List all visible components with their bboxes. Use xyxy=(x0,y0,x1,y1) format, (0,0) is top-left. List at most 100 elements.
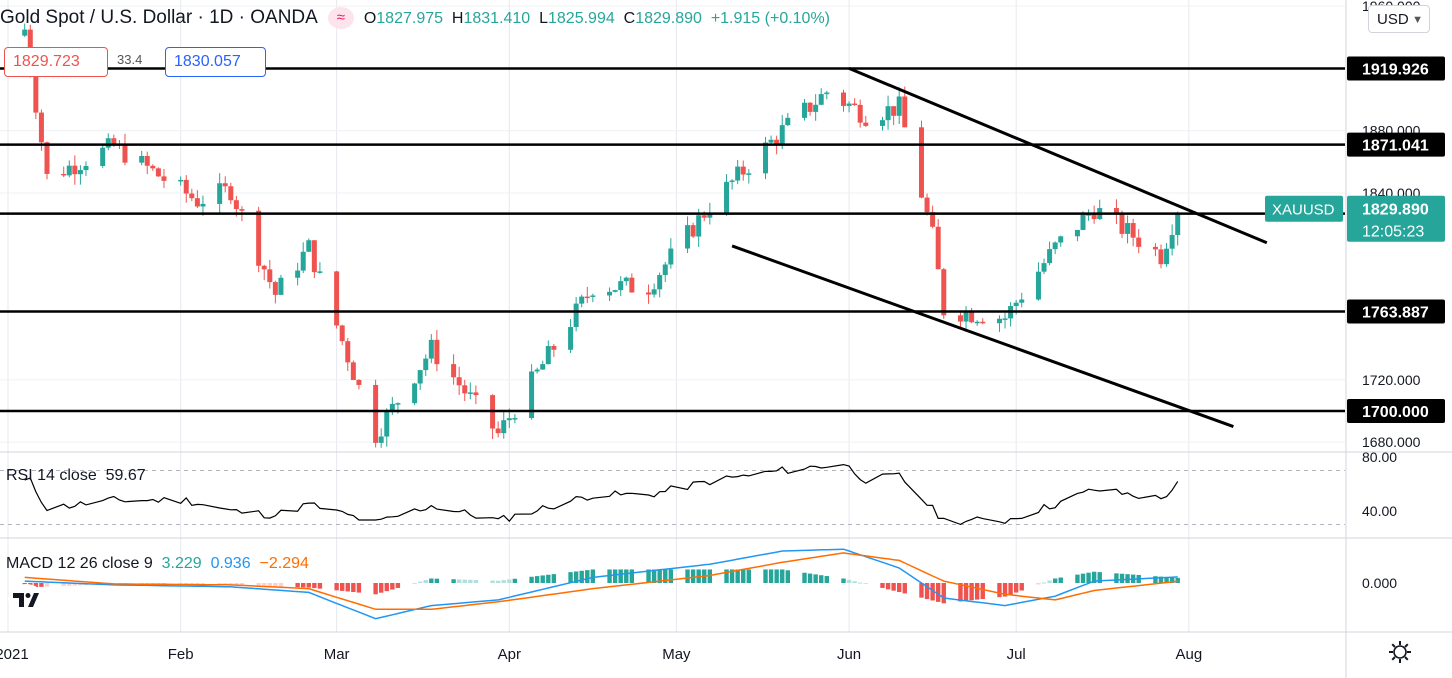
macd-histogram-bar xyxy=(1036,583,1041,585)
macd-histogram-bar xyxy=(512,578,518,583)
symbol-title[interactable]: Gold Spot / U.S. Dollar · 1D · OANDA xyxy=(0,7,318,29)
candle-body xyxy=(233,200,239,210)
candle-body xyxy=(534,369,540,372)
candle-body xyxy=(1047,249,1053,264)
candle-body xyxy=(746,173,752,175)
candle-body xyxy=(256,210,262,266)
low-label: L xyxy=(539,10,548,28)
macd-histogram-bar xyxy=(417,581,423,583)
macd-histogram-bar xyxy=(785,570,790,583)
tradingview-logo[interactable] xyxy=(8,584,44,614)
macd-histogram-bar xyxy=(974,583,980,600)
macd-histogram-bar xyxy=(451,579,456,583)
currency-selector[interactable]: USD ▼ xyxy=(1368,5,1430,33)
sell-price-button[interactable]: 1829.723 xyxy=(4,47,108,77)
macd-histogram-bar xyxy=(351,583,356,593)
candle-body xyxy=(957,315,963,322)
buy-price-button[interactable]: 1830.057 xyxy=(165,47,266,77)
candle-body xyxy=(774,139,780,145)
rsi-label: RSI 14 close xyxy=(6,467,97,484)
wave-icon[interactable]: ≈ xyxy=(327,7,354,29)
candle-body xyxy=(802,102,808,118)
candle-body xyxy=(863,122,869,126)
support-resistance-lines[interactable] xyxy=(0,67,1345,413)
candle-body xyxy=(1113,208,1119,214)
candle-body xyxy=(545,346,551,365)
candle-body xyxy=(740,166,746,175)
macd-histogram-bar xyxy=(395,583,401,588)
macd-histogram-bar xyxy=(1158,576,1164,583)
candle-body xyxy=(300,251,306,271)
candle-body xyxy=(183,179,189,194)
candle-body xyxy=(317,271,323,273)
candle-body xyxy=(311,240,317,273)
candle-body xyxy=(462,385,468,394)
macd-histogram-bar xyxy=(295,583,300,588)
level-label: 1700.000 xyxy=(1362,404,1429,421)
candle-body xyxy=(818,94,824,105)
time-tick-label: 2021 xyxy=(0,646,29,663)
macd-histogram-bar xyxy=(763,569,768,583)
candle-body xyxy=(941,269,947,316)
rsi-legend[interactable]: RSI 14 close 59.67 xyxy=(6,467,146,485)
channel-line xyxy=(848,66,1268,245)
level-label: 1763.887 xyxy=(1362,304,1429,321)
macd-legend[interactable]: MACD 12 26 close 9 3.229 0.936 −2.294 xyxy=(6,555,309,573)
macd-histogram-bar xyxy=(618,569,623,583)
time-tick-label: Jun xyxy=(837,646,861,663)
candle-body xyxy=(161,176,167,181)
candle-body xyxy=(1041,263,1047,272)
macd-histogram-bar xyxy=(1114,573,1119,583)
macd-histogram-bar xyxy=(301,583,306,588)
macd-label: MACD 12 26 close 9 xyxy=(6,555,153,572)
macd-histogram-bar xyxy=(551,574,557,583)
rsi-line xyxy=(24,463,1179,526)
candle-body xyxy=(573,303,579,328)
macd-histogram-bar xyxy=(880,583,885,588)
candle-body xyxy=(428,339,434,359)
candle-body xyxy=(785,117,791,126)
time-tick-label: Aug xyxy=(1175,646,1202,663)
macd-histogram-bar xyxy=(473,579,479,583)
candle-body xyxy=(1130,223,1136,238)
current-symbol-box xyxy=(1265,195,1343,222)
settings-gear-icon[interactable] xyxy=(1386,638,1414,666)
candle-body xyxy=(44,142,50,174)
macd-histogram-bar xyxy=(958,583,963,602)
macd-histogram-bar xyxy=(1164,577,1169,583)
candle-body xyxy=(668,248,674,265)
open-label: O xyxy=(363,10,377,28)
time-tick-label: Jul xyxy=(1007,646,1026,663)
macd-histogram-bar xyxy=(980,583,985,599)
time-tick-label: Mar xyxy=(324,646,350,663)
level-label-box xyxy=(1347,399,1445,423)
candle-body xyxy=(623,277,629,282)
candle-body xyxy=(77,170,83,175)
candle-body xyxy=(267,269,273,283)
price-axis: 1960.0001880.0001840.0001720.0001680.000… xyxy=(1265,0,1445,450)
candle-body xyxy=(696,215,702,237)
macd-histogram-bar xyxy=(969,583,974,601)
rsi-pane: 80.00 40.00 xyxy=(0,449,1397,526)
macd-histogram-bar xyxy=(930,583,935,601)
macd-histogram-bar xyxy=(573,571,579,583)
macd-histogram-bar xyxy=(61,583,66,587)
macd-histogram-bar xyxy=(390,583,395,590)
macd-histogram-bar xyxy=(685,569,690,583)
change-value: +1.915 (+0.10%) xyxy=(710,10,831,28)
candle-body xyxy=(540,364,546,370)
candle-body xyxy=(1152,246,1158,250)
macd-histogram-bar xyxy=(345,583,350,592)
macd-histogram-bar xyxy=(924,583,930,600)
macd-histogram-bar xyxy=(468,579,473,583)
macd-histogram-bar xyxy=(317,583,323,589)
candle-body xyxy=(451,364,457,378)
candle-body xyxy=(646,292,652,295)
candle-body xyxy=(1019,299,1025,303)
tradingview-logo-icon xyxy=(13,593,39,607)
macd-histogram-bar xyxy=(891,583,896,591)
macd-histogram-bar xyxy=(1119,573,1125,583)
macd-histogram-bar xyxy=(267,583,272,587)
channel-lines[interactable] xyxy=(731,66,1268,428)
